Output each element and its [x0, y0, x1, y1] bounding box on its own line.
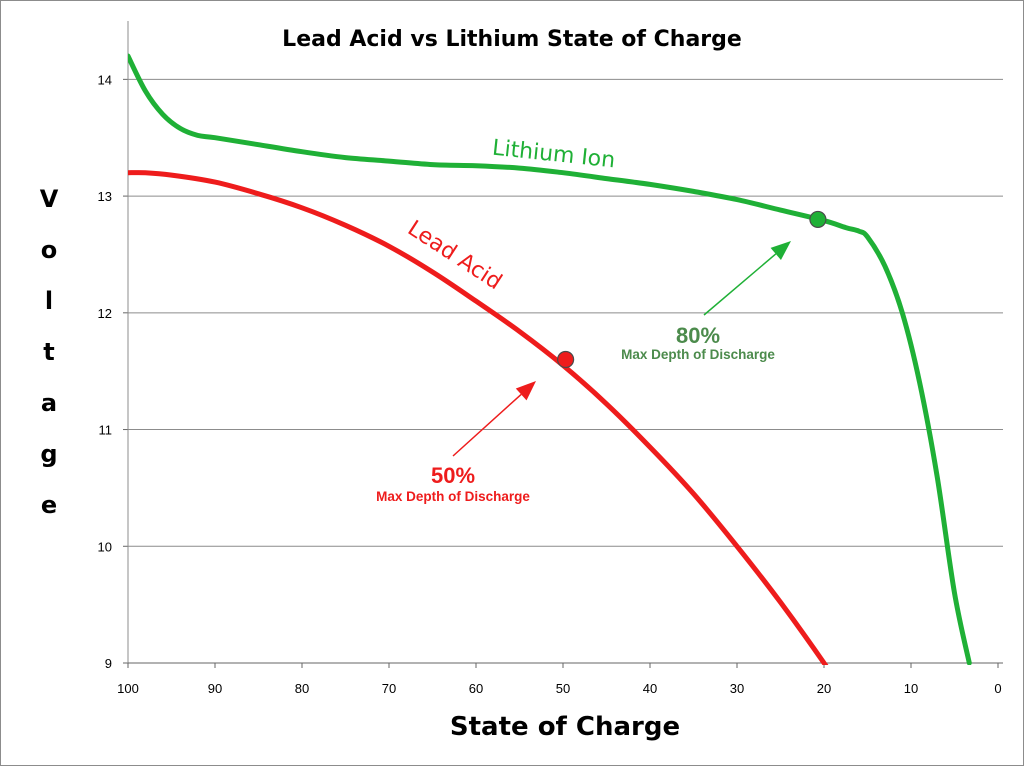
arrow-80-percent-shaft — [703, 253, 777, 316]
annotation-50-subtitle: Max Depth of Discharge — [376, 489, 530, 504]
y-tick-label: 14 — [98, 72, 112, 87]
arrow-50-percent-head — [515, 381, 536, 401]
arrow-50-percent-shaft — [452, 393, 522, 457]
y-axis-title-letter: V — [40, 185, 59, 213]
series-lines — [128, 53, 972, 665]
y-axis-title-letter: o — [41, 236, 58, 264]
x-tick-label: 80 — [295, 681, 309, 696]
x-tick-label: 20 — [817, 681, 831, 696]
series-line-lithium-ion — [128, 53, 972, 665]
x-tick-label: 50 — [556, 681, 570, 696]
y-axis-title-letter: a — [41, 389, 57, 417]
x-tick-label: 60 — [469, 681, 483, 696]
annotation-80-percent: 80% — [676, 323, 720, 348]
x-tick-label: 100 — [117, 681, 139, 696]
y-tick-label: 13 — [98, 189, 112, 204]
y-tick-label: 12 — [98, 306, 112, 321]
x-tick-label: 0 — [994, 681, 1001, 696]
x-tick-label: 70 — [382, 681, 396, 696]
x-axis-title: State of Charge — [450, 712, 680, 742]
y-axis-title-letter: l — [45, 287, 53, 315]
x-tick-label: 90 — [208, 681, 222, 696]
y-tick-label: 11 — [99, 423, 113, 438]
series-label-lead-acid: Lead Acid — [403, 216, 506, 295]
x-tick-label: 30 — [730, 681, 744, 696]
y-tick-label: 9 — [105, 656, 112, 671]
annotations — [452, 210, 827, 457]
y-axis-title-letter: t — [43, 338, 54, 366]
y-axis-title-letter: e — [41, 491, 57, 519]
annotation-50-percent: 50% — [431, 463, 475, 488]
chart-title: Lead Acid vs Lithium State of Charge — [282, 27, 742, 52]
x-tick-label: 40 — [643, 681, 657, 696]
axes — [123, 21, 1003, 668]
y-tick-label: 10 — [98, 539, 112, 554]
y-axis-title-letter: g — [40, 440, 57, 468]
arrow-80-percent-head — [770, 241, 791, 261]
marker-lead-acid — [557, 350, 575, 369]
annotation-80-subtitle: Max Depth of Discharge — [621, 347, 775, 362]
marker-lithium-ion — [809, 210, 827, 229]
series-line-lead-acid — [128, 170, 829, 665]
x-tick-label: 10 — [904, 681, 918, 696]
